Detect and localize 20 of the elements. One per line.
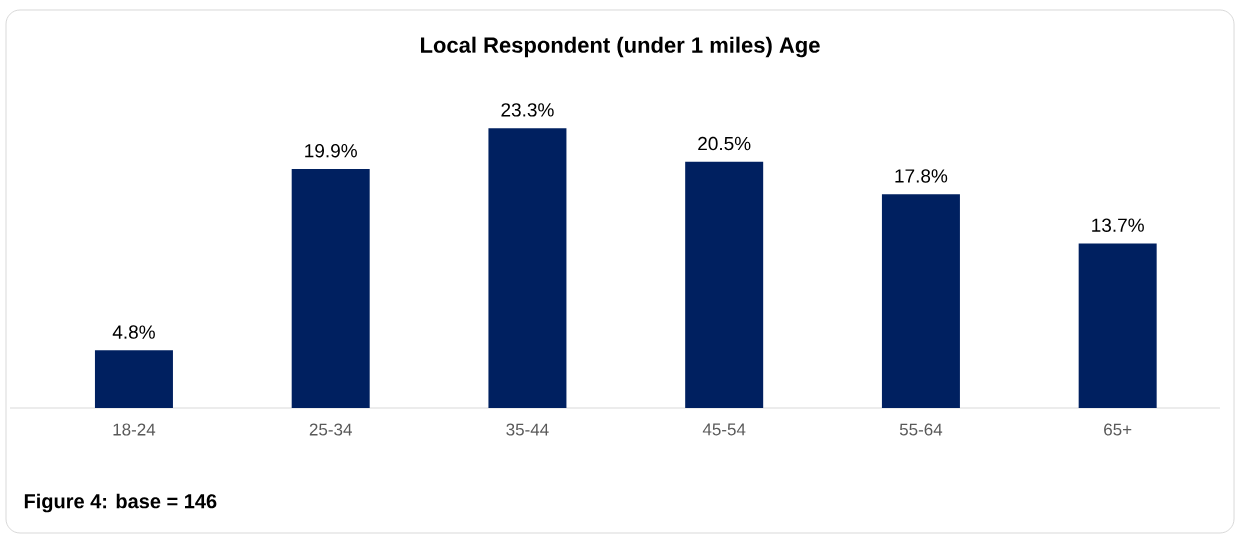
bar <box>488 128 567 408</box>
caption: Figure 4: base = 146 <box>24 493 217 513</box>
data-label: 23.3% <box>501 103 554 117</box>
data-label: 13.7% <box>1092 218 1144 232</box>
data-label: 20.5% <box>698 136 751 151</box>
bar <box>1078 243 1157 408</box>
x-tick-label: 55-64 <box>899 423 943 436</box>
x-tick-label: 25-34 <box>309 423 352 436</box>
chart-title: Local Respondent (under 1 miles) Age <box>421 36 820 58</box>
bar <box>291 168 370 408</box>
data-label: 17.8% <box>895 169 948 183</box>
data-label: 4.8% <box>112 325 155 339</box>
x-tick-label: 45-54 <box>702 423 746 436</box>
data-label: 19.9% <box>305 144 357 158</box>
x-tick-label: 65+ <box>1104 423 1132 436</box>
bar <box>94 350 173 408</box>
x-tick-label: 35-44 <box>506 423 549 436</box>
bar <box>685 161 764 408</box>
x-tick-label: 18-24 <box>113 423 156 436</box>
bar <box>881 194 960 408</box>
